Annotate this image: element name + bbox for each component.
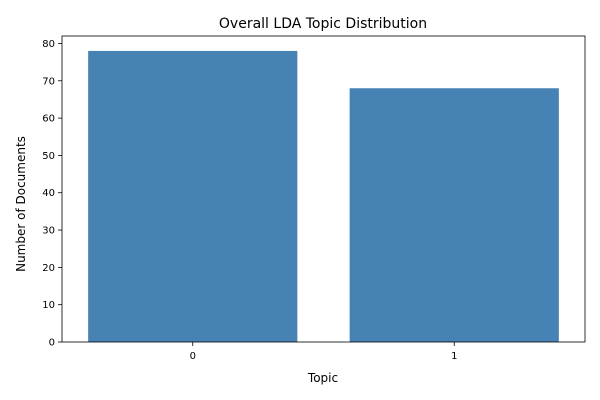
x-axis-title: Topic xyxy=(307,371,338,385)
y-tick-label-80: 80 xyxy=(42,39,55,50)
y-tick-label-0: 0 xyxy=(49,338,55,349)
plot-area: 0 10 20 30 40 50 60 70 80 0 1 xyxy=(42,35,586,362)
x-tick-label-1: 1 xyxy=(451,351,457,362)
y-tick-label-40: 40 xyxy=(42,188,55,199)
y-tick-label-30: 30 xyxy=(42,226,55,237)
chart-title: Overall LDA Topic Distribution xyxy=(219,16,427,32)
bar-topic-0 xyxy=(88,50,298,343)
y-tick-label-50: 50 xyxy=(42,151,55,162)
y-tick-label-20: 20 xyxy=(42,263,55,274)
y-axis-title: Number of Documents xyxy=(14,136,28,272)
bar-topic-1 xyxy=(349,88,559,343)
y-tick-label-10: 10 xyxy=(42,300,55,311)
y-tick-label-70: 70 xyxy=(42,76,55,87)
y-tick-label-60: 60 xyxy=(42,114,55,125)
x-tick-label-0: 0 xyxy=(190,351,196,362)
axes-frame xyxy=(61,35,586,343)
